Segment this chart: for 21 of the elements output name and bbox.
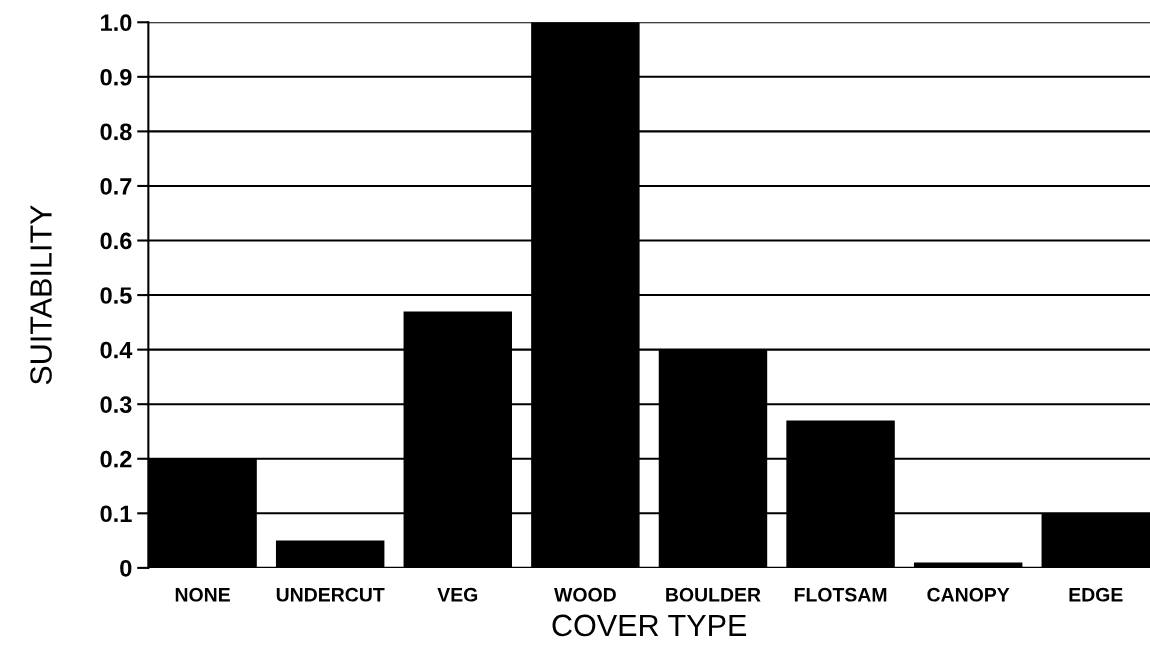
x-tick-label: BOULDER: [666, 587, 761, 602]
x-tick-label: NONE: [175, 587, 230, 602]
y-tick-label: 0.6: [100, 232, 132, 250]
y-tick-label: 0.3: [100, 396, 132, 414]
y-tick-label: 0.7: [100, 178, 132, 195]
y-tick-label: 1.0: [101, 14, 132, 32]
x-tick-label: EDGE: [1069, 587, 1123, 602]
x-tick-label: VEG: [437, 587, 478, 602]
x-tick-label: CANOPY: [927, 587, 1010, 602]
y-tick-label: 0.8: [100, 123, 132, 141]
y-tick-label: 0.4: [100, 341, 133, 359]
x-tick-label: FLOTSAM: [794, 587, 887, 602]
y-tick-label: 0.9: [100, 68, 132, 86]
y-axis-title: SUITABILITY: [30, 205, 52, 385]
x-tick-label: UNDERCUT: [276, 587, 385, 602]
x-axis-title: COVER TYPE: [552, 614, 747, 637]
y-tick-label: 0: [120, 559, 132, 577]
y-tick-label: 0.2: [100, 450, 132, 468]
y-tick-label: 0.1: [100, 505, 132, 523]
x-tick-label: WOOD: [554, 587, 616, 602]
y-tick-label: 0.5: [100, 287, 132, 304]
